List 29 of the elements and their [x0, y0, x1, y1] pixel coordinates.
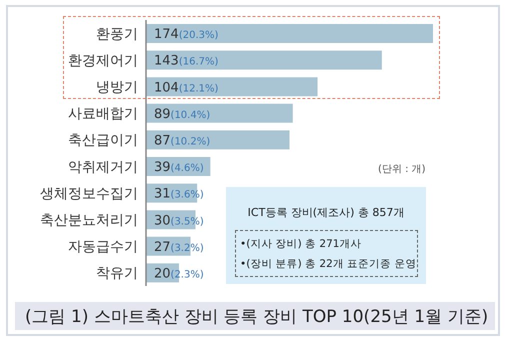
annotation: •(지사 장비) 총 271개사 — [240, 237, 362, 251]
info-panel: ICT등록 장비(제조사) 총 857개 •(지사 장비) 총 271개사 •(장비 분류) 총 22개 표준기종 운영 — [226, 187, 426, 284]
data-label: 20(2.3%) — [154, 266, 204, 282]
data-label: 143(16.7%) — [154, 54, 218, 69]
annotation: •(장비 분류) 총 22개 표준기종 운영 — [240, 257, 416, 271]
y-tick-label: 착유기 — [96, 266, 138, 282]
y-tick-label: 냉방기 — [96, 79, 138, 96]
dashed-frame-inner: •(지사 장비) 총 271개사 •(장비 분류) 총 22개 표준기종 운영 — [235, 230, 418, 277]
data-label: 174(20.3%) — [154, 27, 218, 42]
data-label: 89(10.4%) — [154, 106, 210, 122]
text: (그림 1) 스마트축산 장비 등록 장비 TOP 10(25년 1월 기준) — [15, 302, 495, 330]
bar — [146, 24, 433, 43]
y-tick-label: 사료배합기 — [68, 106, 138, 122]
data-label: 104(12.1%) — [154, 80, 218, 96]
bar — [146, 50, 382, 70]
y-tick-label: 축산급이기 — [68, 132, 138, 149]
y-tick-label: 환경제어기 — [68, 52, 138, 69]
bar — [146, 104, 293, 123]
y-tick-label: 악취제거기 — [68, 159, 138, 176]
y-tick-label: 축산분뇨처리기 — [40, 212, 138, 228]
bar — [146, 77, 318, 96]
y-tick-label: 환풍기 — [96, 26, 138, 42]
data-label: 87(10.2%) — [154, 133, 210, 148]
y-tick-label: 생체정보수집기 — [40, 186, 138, 202]
annotation: ICT등록 장비(제조사) 총 857개 — [246, 205, 406, 220]
annotation: (단위 : 개) — [378, 163, 426, 176]
y-tick-label: 자동급수기 — [68, 239, 138, 256]
data-label: 39(4.6%) — [154, 160, 204, 176]
bar — [146, 130, 290, 150]
